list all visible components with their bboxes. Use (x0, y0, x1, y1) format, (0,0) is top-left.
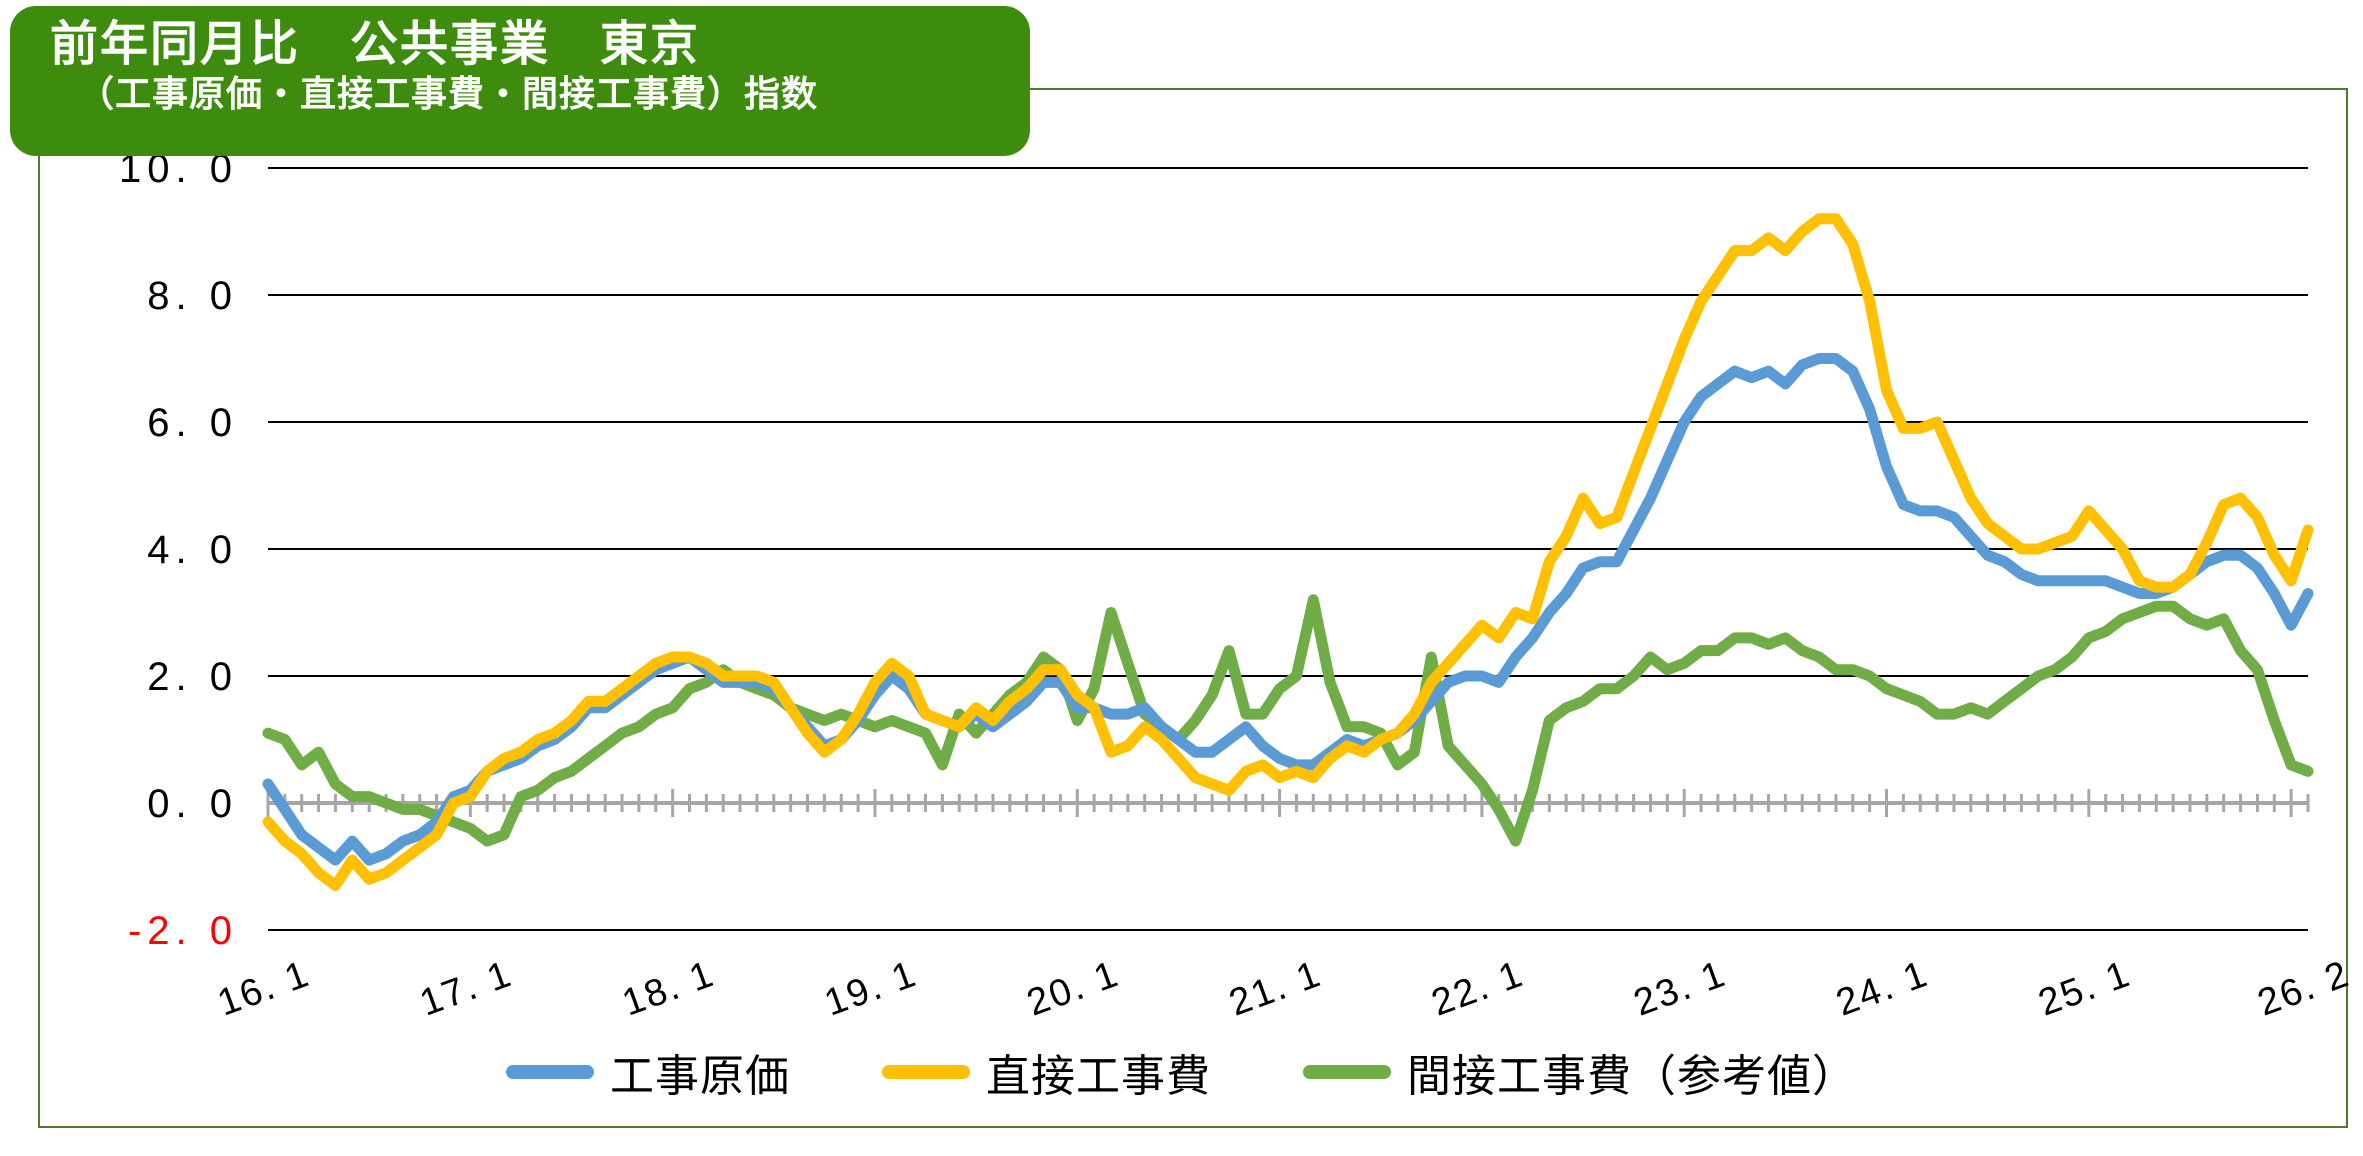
legend-swatch-icon (1303, 1065, 1391, 1079)
legend-chokusetsu[interactable]: 直接工事費 (882, 1040, 1211, 1104)
chart-title-line2: （工事原価・直接工事費・間接工事費）指数 (78, 72, 819, 114)
legend-label: 直接工事費 (986, 1052, 1211, 1101)
legend-label: 工事原価 (610, 1052, 790, 1101)
chart-frame (38, 88, 2348, 1128)
legend-kansetsu[interactable]: 間接工事費（参考値） (1303, 1040, 1857, 1104)
chart-title-badge: 前年同月比 公共事業 東京 （工事原価・直接工事費・間接工事費）指数 (10, 6, 1030, 156)
chart-legend: 工事原価 直接工事費 間接工事費（参考値） (0, 1040, 2363, 1104)
chart-title-line1: 前年同月比 公共事業 東京 (50, 18, 701, 71)
legend-kouji-genka[interactable]: 工事原価 (506, 1040, 790, 1104)
legend-label: 間接工事費（参考値） (1407, 1052, 1857, 1101)
legend-swatch-icon (506, 1065, 594, 1079)
legend-swatch-icon (882, 1065, 970, 1079)
